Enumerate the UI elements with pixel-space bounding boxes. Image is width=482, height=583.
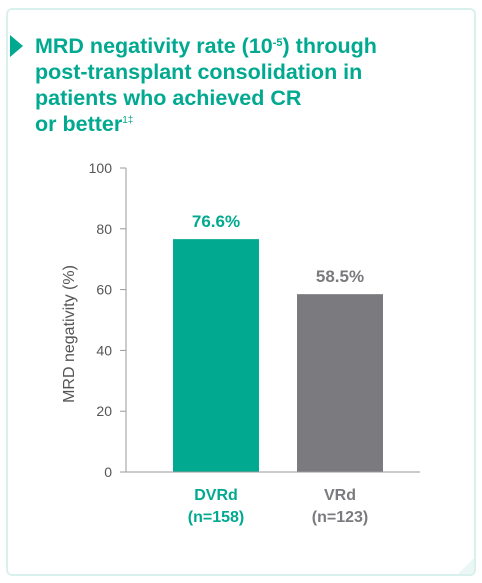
y-tick-label: 100 [89, 160, 113, 176]
y-tick-label: 20 [96, 403, 112, 419]
y-tick-label: 40 [96, 342, 112, 358]
title-marker-icon [10, 35, 23, 57]
title-line3: patients who achieved CR [35, 86, 302, 110]
x-axis: DVRd (n=158) VRd (n=123) [126, 471, 420, 526]
bars: 76.6% 58.5% [173, 212, 383, 472]
title-line1-prefix: MRD negativity rate (10 [35, 34, 273, 58]
x-tick-sublabel-vrd: (n=123) [312, 509, 368, 526]
data-label-dvrd: 76.6% [192, 212, 240, 231]
bar-dvrd [173, 239, 259, 472]
page-fold-corner [456, 556, 474, 574]
y-axis: 0 20 40 60 80 100 [89, 160, 127, 480]
title-exponent: -5 [272, 37, 283, 49]
y-tick-label: 80 [96, 221, 112, 237]
x-tick-label-vrd: VRd [324, 487, 356, 504]
x-tick-sublabel-dvrd: (n=158) [188, 509, 244, 526]
title-line4: or better [35, 112, 123, 136]
y-tick-label: 60 [96, 282, 112, 298]
title-line1-suffix: ) through [282, 34, 377, 58]
y-axis-label: MRD negativity (%) [61, 265, 78, 403]
y-tick-label: 0 [104, 464, 112, 480]
bar-vrd [297, 294, 383, 472]
title-footnote-marks: 1‡ [122, 114, 134, 126]
chart-title: MRD negativity rate (10-5) through post-t… [35, 33, 455, 137]
title-line2: post-transplant consolidation in [35, 60, 363, 84]
data-label-vrd: 58.5% [316, 267, 364, 286]
x-tick-label-dvrd: DVRd [194, 487, 238, 504]
